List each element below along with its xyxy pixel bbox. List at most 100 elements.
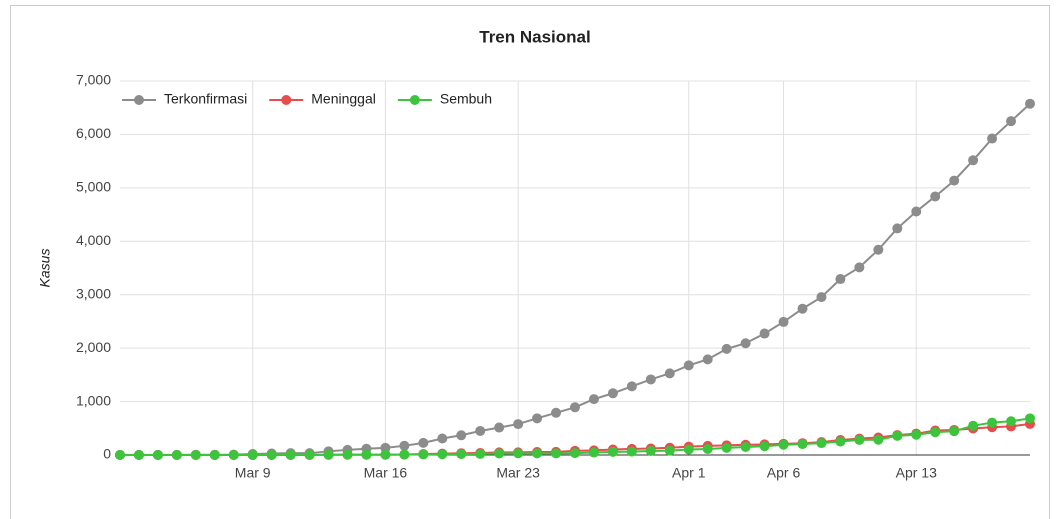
data-point [437, 449, 448, 460]
data-point [759, 441, 770, 452]
legend-label: Sembuh [440, 91, 492, 107]
data-point [342, 449, 353, 460]
data-point [911, 206, 922, 217]
series [115, 413, 1035, 460]
data-point [152, 450, 163, 460]
data-point [588, 447, 599, 458]
data-point [494, 448, 505, 459]
y-axis-title: Kasus [37, 249, 53, 288]
legend-label: Terkonfirmasi [164, 91, 247, 107]
data-point [209, 450, 220, 460]
y-tick-label: 1,000 [76, 392, 111, 408]
data-point [645, 445, 656, 456]
x-tick-label: Apr 6 [767, 465, 801, 481]
data-point [551, 407, 562, 418]
data-point [816, 292, 827, 303]
data-point [399, 449, 410, 460]
data-point [380, 449, 391, 460]
data-point [854, 434, 865, 445]
y-tick-label: 2,000 [76, 339, 111, 355]
data-point [816, 438, 827, 449]
data-point [1006, 116, 1017, 127]
data-point [702, 444, 713, 455]
data-point [456, 449, 467, 460]
data-point [190, 450, 201, 460]
legend-label: Meninggal [311, 91, 376, 107]
data-point [513, 448, 524, 459]
data-point [835, 274, 846, 285]
data-point [266, 450, 277, 460]
data-point [304, 449, 315, 460]
data-point [721, 343, 732, 354]
x-tick-label: Mar 23 [496, 465, 540, 481]
data-point [778, 316, 789, 327]
data-point [664, 445, 675, 456]
data-point [626, 446, 637, 457]
y-tick-label: 0 [103, 446, 111, 462]
data-point [456, 430, 467, 441]
data-point [532, 448, 543, 459]
data-point [987, 417, 998, 428]
data-point [570, 448, 580, 459]
data-point [588, 394, 599, 405]
data-point [778, 439, 789, 450]
chart-title: Tren Nasional [479, 27, 590, 46]
legend-item: Terkonfirmasi [122, 91, 247, 107]
data-point [759, 328, 770, 339]
legend-swatch [134, 95, 144, 105]
chart-frame [10, 5, 1050, 519]
data-point [361, 449, 372, 460]
data-point [323, 449, 334, 460]
y-tick-label: 6,000 [76, 125, 111, 141]
legend-swatch [409, 95, 420, 105]
x-tick-label: Mar 16 [364, 465, 408, 481]
y-tick-label: 7,000 [76, 72, 111, 88]
data-point [1025, 98, 1035, 109]
plot: 0 1,000 2,000 3,000 4,000 5,000 6,000 7,000 Mar … [76, 72, 1035, 481]
data-point [892, 223, 903, 234]
data-point [115, 450, 125, 460]
x-tick-label: Apr 1 [672, 465, 706, 481]
data-point [797, 303, 808, 314]
data-point [247, 450, 258, 460]
data-point [418, 449, 429, 460]
data-point [721, 442, 732, 453]
data-point [740, 338, 751, 349]
data-point [797, 439, 808, 450]
legend-item: Meninggal [269, 91, 376, 107]
data-point [683, 360, 694, 371]
data-point [228, 450, 239, 460]
data-point [1025, 413, 1035, 424]
data-point [437, 433, 448, 444]
y-tick-label: 5,000 [76, 179, 111, 195]
legend-item: Sembuh [397, 91, 492, 107]
x-tick-label: Apr 13 [896, 465, 937, 481]
data-point [285, 449, 296, 460]
data-point [171, 450, 182, 460]
data-point [987, 133, 998, 144]
data-point [570, 402, 580, 413]
data-point [911, 429, 922, 440]
data-point [854, 262, 865, 273]
data-point [1006, 416, 1017, 427]
data-point [835, 436, 846, 447]
data-point [930, 191, 941, 202]
data-point [740, 441, 751, 452]
data-point [513, 419, 524, 430]
data-point [607, 446, 618, 457]
data-point [475, 448, 486, 459]
data-point [968, 155, 979, 166]
data-point [133, 450, 144, 460]
data-point [551, 448, 562, 459]
data-point [683, 444, 694, 455]
data-point [475, 425, 486, 436]
x-tick-label: Mar 9 [235, 465, 271, 481]
data-point [873, 434, 884, 445]
data-point [664, 368, 675, 379]
data-point [494, 422, 505, 433]
data-point [532, 413, 543, 424]
data-point [968, 420, 979, 431]
data-point [873, 244, 884, 255]
data-point [930, 427, 941, 438]
